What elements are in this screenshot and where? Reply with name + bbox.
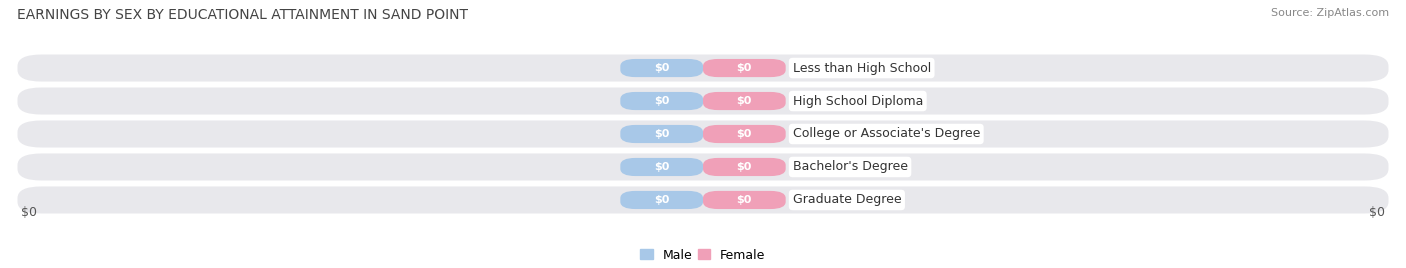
FancyBboxPatch shape xyxy=(703,92,786,110)
Text: $0: $0 xyxy=(737,96,752,106)
FancyBboxPatch shape xyxy=(17,54,1389,81)
Text: High School Diploma: High School Diploma xyxy=(793,95,922,107)
Text: $0: $0 xyxy=(654,129,669,139)
FancyBboxPatch shape xyxy=(17,121,1389,147)
Legend: Male, Female: Male, Female xyxy=(641,248,765,262)
FancyBboxPatch shape xyxy=(620,125,703,143)
FancyBboxPatch shape xyxy=(17,154,1389,181)
Text: $0: $0 xyxy=(737,195,752,205)
FancyBboxPatch shape xyxy=(703,158,786,176)
Text: $0: $0 xyxy=(21,206,37,219)
FancyBboxPatch shape xyxy=(703,191,786,209)
FancyBboxPatch shape xyxy=(703,125,786,143)
Text: $0: $0 xyxy=(654,195,669,205)
Text: $0: $0 xyxy=(737,162,752,172)
Text: Graduate Degree: Graduate Degree xyxy=(793,193,901,206)
Text: $0: $0 xyxy=(654,162,669,172)
FancyBboxPatch shape xyxy=(620,191,703,209)
Text: Less than High School: Less than High School xyxy=(793,62,931,75)
Text: $0: $0 xyxy=(737,129,752,139)
Text: $0: $0 xyxy=(737,63,752,73)
FancyBboxPatch shape xyxy=(17,187,1389,214)
FancyBboxPatch shape xyxy=(620,59,703,77)
Text: Bachelor's Degree: Bachelor's Degree xyxy=(793,161,907,173)
Text: $0: $0 xyxy=(1369,206,1385,219)
Text: College or Associate's Degree: College or Associate's Degree xyxy=(793,128,980,140)
FancyBboxPatch shape xyxy=(620,158,703,176)
FancyBboxPatch shape xyxy=(620,92,703,110)
FancyBboxPatch shape xyxy=(17,87,1389,114)
Text: Source: ZipAtlas.com: Source: ZipAtlas.com xyxy=(1271,8,1389,18)
FancyBboxPatch shape xyxy=(703,59,786,77)
Text: $0: $0 xyxy=(654,63,669,73)
Text: $0: $0 xyxy=(654,96,669,106)
Text: EARNINGS BY SEX BY EDUCATIONAL ATTAINMENT IN SAND POINT: EARNINGS BY SEX BY EDUCATIONAL ATTAINMEN… xyxy=(17,8,468,22)
